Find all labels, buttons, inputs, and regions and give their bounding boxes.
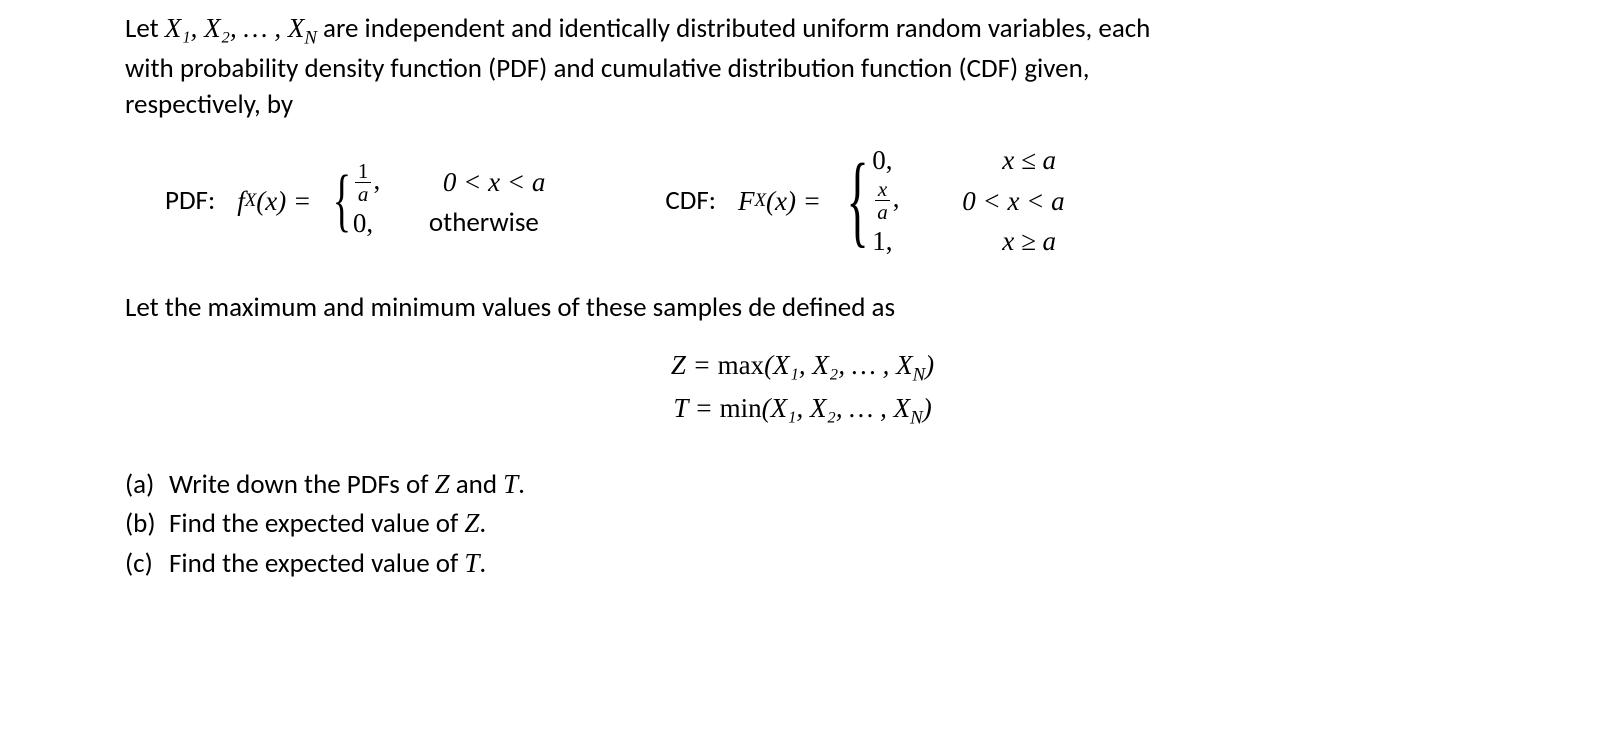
marker-a: (a) — [125, 467, 169, 503]
pdf-frac: 1 a — [355, 160, 372, 205]
cdf-fn: F — [738, 183, 755, 219]
centered-equations: Z = max(X₁, X₂, … , XN) T = min(X₁, X₂, … — [125, 346, 1480, 432]
cdf-formula: CDF: FX(x) = { 0, x ≤ a x a , 0 < x < a — [665, 142, 1064, 260]
text-a: Write down the PDFs of Z and T. — [169, 466, 525, 503]
item-b: (b) Find the expected value of Z. — [125, 505, 1480, 542]
pdf-fn-sub: X — [245, 188, 257, 214]
question-list: (a) Write down the PDFs of Z and T. (b) … — [125, 466, 1480, 582]
intro-paragraph: Let X₁, X₂, … , XN are independent and i… — [125, 10, 1480, 124]
pdf-formula: PDF: fX(x) = { 1 a , 0 < x < a 0, otherw… — [165, 160, 545, 242]
cdf-val3: 1, — [872, 223, 912, 259]
cdf-brace: { — [847, 160, 869, 242]
text-b: Find the expected value of Z. — [169, 505, 486, 542]
pdf-arg: (x) = — [256, 183, 311, 219]
formulas-row: PDF: fX(x) = { 1 a , 0 < x < a 0, otherw… — [165, 142, 1480, 260]
pdf-cases: 1 a , 0 < x < a 0, otherwise — [353, 160, 545, 242]
intro-vars: X₁, X₂, … , X — [165, 13, 305, 43]
item-c: (c) Find the expected value of T. — [125, 545, 1480, 582]
cdf-cases: 0, x ≤ a x a , 0 < x < a 1, x ≥ a — [872, 142, 1064, 260]
para-maxmin: Let the maximum and minimum values of th… — [125, 290, 1480, 326]
problem-page: Let X₁, X₂, … , XN are independent and i… — [0, 0, 1600, 594]
cdf-cond3: x ≥ a — [1002, 223, 1056, 259]
eq-t: T = min(X₁, X₂, … , XN) — [125, 389, 1480, 432]
marker-c: (c) — [125, 546, 169, 582]
pdf-label: PDF: — [165, 183, 215, 219]
cdf-val1: 0, — [872, 142, 912, 178]
intro-line1-post: are independent and identically distribu… — [317, 12, 1150, 45]
intro-line2: with probability density function (PDF) … — [125, 52, 1090, 85]
marker-b: (b) — [125, 506, 169, 542]
pdf-val2: 0, — [353, 205, 393, 241]
pdf-fn: f — [237, 183, 245, 219]
pdf-cond2: otherwise — [429, 205, 539, 241]
cdf-frac: x a — [874, 178, 891, 223]
intro-line1-pre: Let — [125, 12, 165, 45]
item-a: (a) Write down the PDFs of Z and T. — [125, 466, 1480, 503]
intro-vars-sub: N — [304, 27, 317, 48]
pdf-brace: { — [333, 171, 352, 231]
pdf-cond1: 0 < x < a — [443, 164, 545, 200]
cdf-cond1: x ≤ a — [1002, 142, 1056, 178]
cdf-label: CDF: — [665, 183, 716, 219]
intro-line3: respectively, by — [125, 88, 293, 121]
cdf-fn-sub: X — [754, 188, 766, 214]
text-c: Find the expected value of T. — [169, 545, 486, 582]
cdf-cond2: 0 < x < a — [962, 183, 1064, 219]
cdf-arg: (x) = — [766, 183, 821, 219]
eq-z: Z = max(X₁, X₂, … , XN) — [125, 346, 1480, 389]
